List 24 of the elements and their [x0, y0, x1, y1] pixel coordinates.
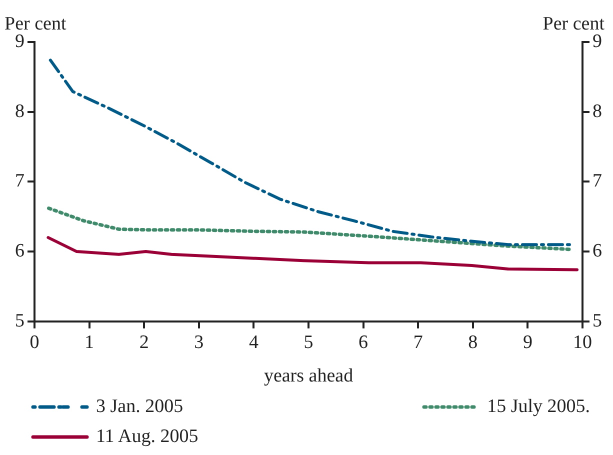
x-tick-label: 7: [413, 332, 423, 353]
x-tick-label: 10: [573, 332, 592, 353]
x-tick-label: 4: [248, 332, 259, 353]
legend-label: 3 Jan. 2005: [96, 396, 184, 418]
x-tick-label: 3: [194, 332, 204, 353]
x-tick-label: 0: [30, 332, 40, 353]
y-tick-label: 7: [15, 170, 24, 192]
y2-tick-label: 7: [592, 170, 602, 192]
x-tick-label: 2: [139, 332, 149, 353]
legend-label: 11 Aug. 2005: [96, 426, 198, 448]
y2-tick-label: 8: [592, 100, 602, 122]
x-tick-label: 5: [304, 332, 314, 353]
legend-label: 15 July 2005.: [487, 396, 590, 418]
y2-tick-label: 6: [592, 240, 602, 262]
x-tick-label: 8: [468, 332, 478, 353]
y-tick-label: 6: [15, 240, 24, 262]
line-series: [47, 206, 574, 252]
x-tick-label: 6: [358, 332, 368, 353]
x-tick-label: 1: [84, 332, 94, 353]
y-tick-label: 8: [15, 100, 24, 122]
x-tick-label: 9: [522, 332, 532, 353]
y-tick-label: 5: [15, 310, 24, 332]
y2-tick-label: 5: [592, 310, 602, 332]
x-axis-title: years ahead: [264, 366, 354, 387]
